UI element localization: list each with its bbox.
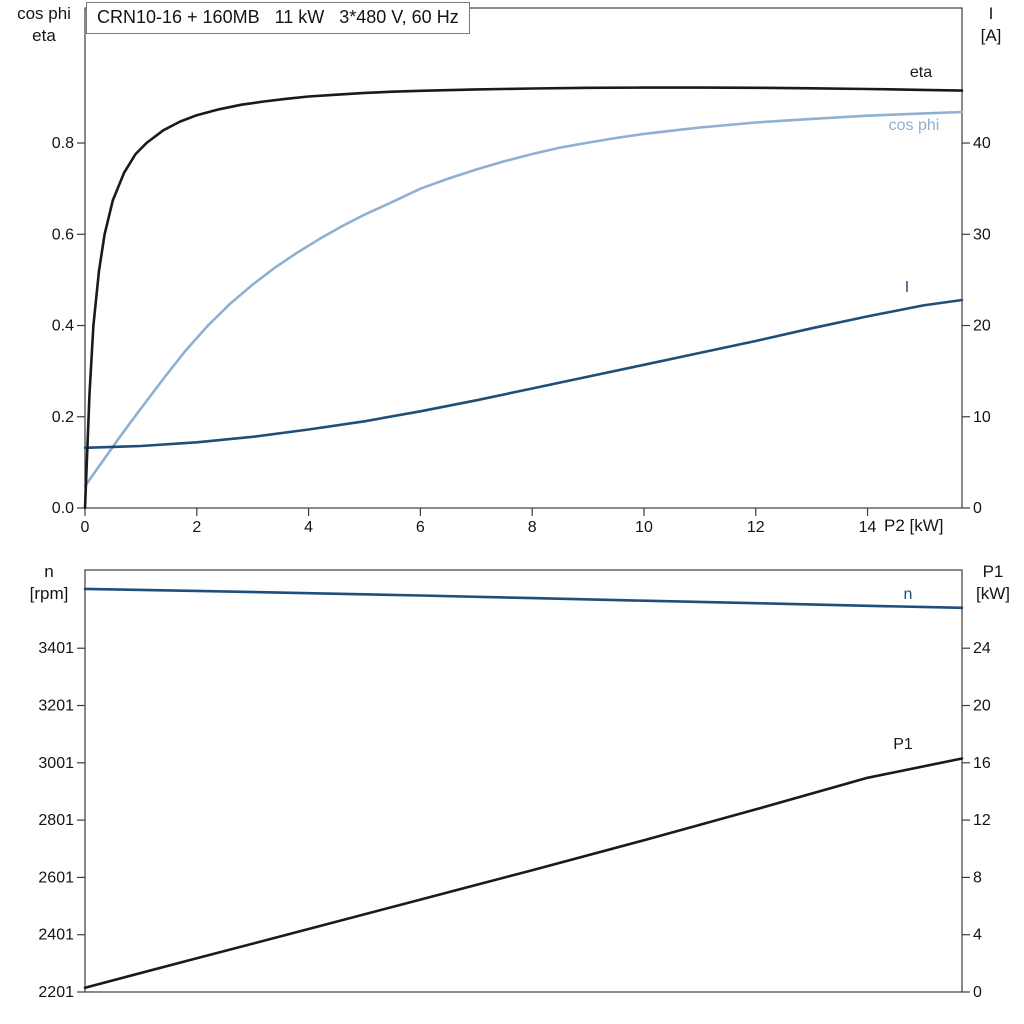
chart-title: CRN10-16 + 160MB 11 kW 3*480 V, 60 Hz	[86, 2, 470, 34]
axis-unit-eta: eta	[32, 26, 56, 45]
top-left-tick-label: 0.6	[52, 226, 74, 243]
series-label-n: n	[904, 586, 913, 603]
bottom-left-tick-label: 3401	[38, 640, 74, 657]
top-x-tick-label: 4	[304, 519, 313, 536]
x-axis-label: P2 [kW]	[884, 516, 944, 535]
bottom-right-tick-label: 8	[973, 869, 982, 886]
top-right-tick-label: 40	[973, 135, 991, 152]
top-left-tick-label: 0.4	[52, 318, 74, 335]
series-label-I: I	[905, 279, 909, 296]
axis-unit-rpm: [rpm]	[29, 584, 69, 603]
bottom-left-axis-header: n [rpm]	[6, 561, 92, 605]
series-label-eta: eta	[910, 64, 932, 81]
axis-unit-ampere: [A]	[980, 26, 1002, 45]
series-line-I	[83, 298, 964, 450]
top-right-tick-label: 0	[973, 500, 982, 517]
top-left-axis-header: cos phi eta	[4, 3, 84, 47]
series-label-P1: P1	[893, 736, 913, 753]
top-right-tick-label: 20	[973, 318, 991, 335]
top-right-axis-header: I [A]	[963, 3, 1019, 47]
bottom-right-tick-label: 24	[973, 640, 991, 657]
bottom-left-tick-label: 2401	[38, 927, 74, 944]
axis-unit-kw: [kW]	[976, 584, 1010, 603]
top-left-tick-label: 0.0	[52, 500, 74, 517]
axis-unit-current: I	[988, 4, 994, 23]
bottom-plot-frame	[84, 569, 963, 993]
axis-unit-speed: n	[44, 562, 54, 581]
series-line-eta	[83, 86, 964, 510]
bottom-right-tick-label: 16	[973, 755, 991, 772]
top-left-tick-label: 0.2	[52, 409, 74, 426]
axis-unit-cosphi: cos phi	[17, 4, 71, 23]
series-line-n	[83, 587, 964, 610]
top-x-tick-label: 14	[859, 519, 877, 536]
top-x-tick-label: 2	[192, 519, 201, 536]
bottom-right-tick-label: 4	[973, 927, 982, 944]
axis-unit-p1: P1	[982, 562, 1004, 581]
top-x-tick-label: 12	[747, 519, 765, 536]
bottom-left-tick-label: 3201	[38, 698, 74, 715]
top-x-tick-label: 0	[81, 519, 90, 536]
top-right-tick-label: 10	[973, 409, 991, 426]
top-left-tick-label: 0.8	[52, 135, 74, 152]
bottom-left-tick-label: 2801	[38, 812, 74, 829]
bottom-left-tick-label: 2201	[38, 984, 74, 1001]
bottom-right-tick-label: 20	[973, 698, 991, 715]
series-label-cos-phi: cos phi	[889, 117, 940, 134]
series-line-cos-phi	[83, 110, 964, 488]
series-line-P1	[83, 757, 964, 990]
top-right-tick-label: 30	[973, 226, 991, 243]
top-x-tick-label: 10	[635, 519, 653, 536]
bottom-right-axis-header: P1 [kW]	[964, 561, 1022, 605]
bottom-left-tick-label: 2601	[38, 869, 74, 886]
top-plot-frame	[84, 7, 963, 509]
top-x-tick-label: 8	[528, 519, 537, 536]
top-x-tick-label: 6	[416, 519, 425, 536]
bottom-right-tick-label: 12	[973, 812, 991, 829]
bottom-left-tick-label: 3001	[38, 755, 74, 772]
bottom-right-tick-label: 0	[973, 984, 982, 1001]
